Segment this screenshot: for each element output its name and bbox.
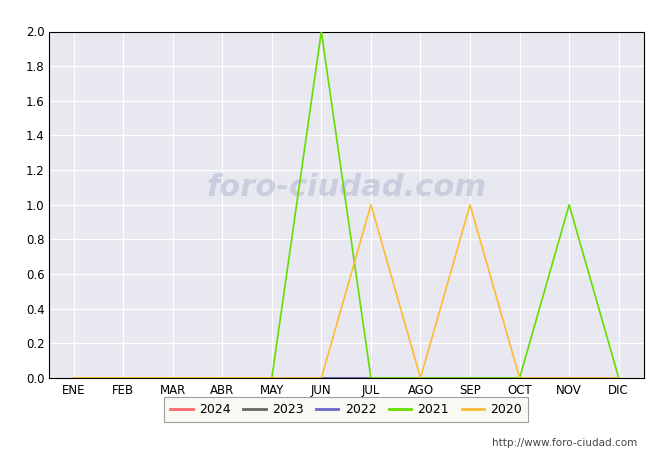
Text: foro-ciudad.com: foro-ciudad.com: [206, 173, 486, 202]
Legend: 2024, 2023, 2022, 2021, 2020: 2024, 2023, 2022, 2021, 2020: [164, 397, 528, 422]
Text: Matriculaciones de Vehiculos en Perilla de Castro: Matriculaciones de Vehiculos en Perilla …: [137, 8, 513, 23]
Text: http://www.foro-ciudad.com: http://www.foro-ciudad.com: [492, 438, 637, 448]
